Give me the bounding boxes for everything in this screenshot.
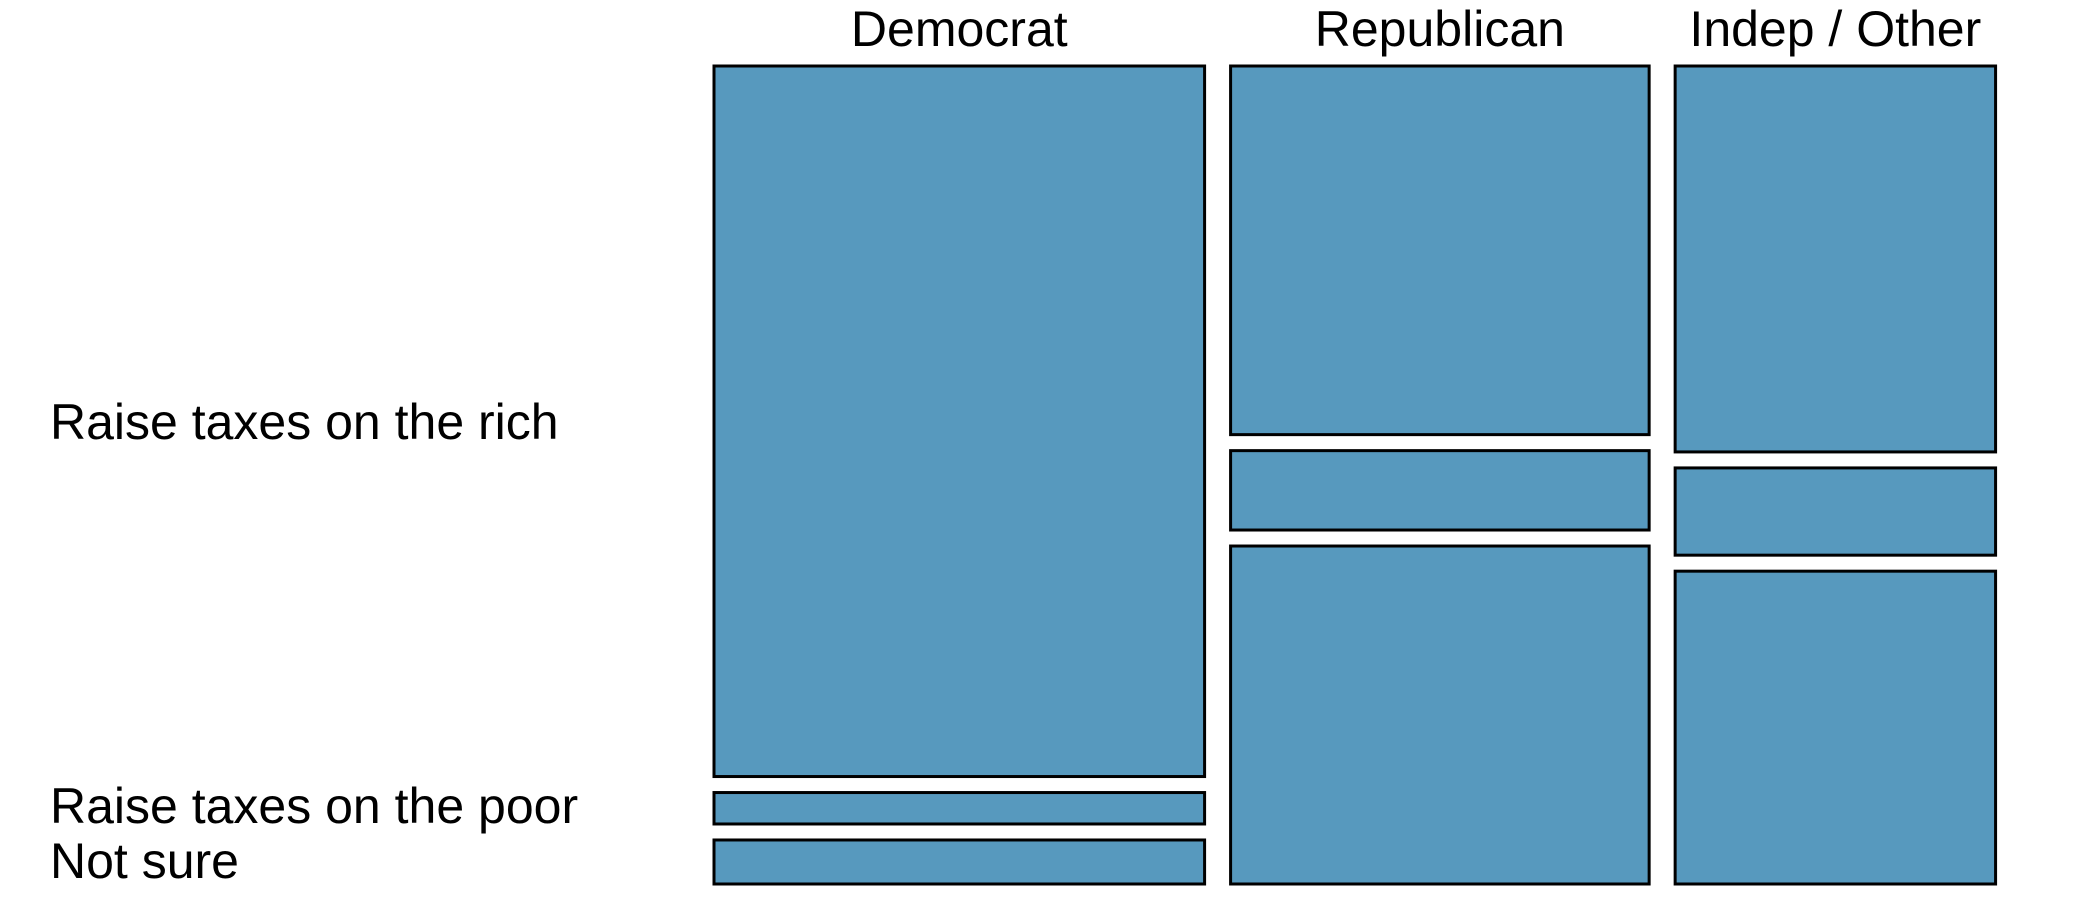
tile-indep-other-raise-taxes-on-the-poor — [1673, 466, 1998, 557]
row-labels: Raise taxes on the rich Raise taxes on th… — [50, 394, 578, 889]
tile-republican-raise-taxes-on-the-rich — [1229, 64, 1651, 437]
tile-republican-raise-taxes-on-the-poor — [1229, 449, 1651, 532]
row-label-not-sure: Not sure — [50, 833, 239, 889]
tile-democrat-raise-taxes-on-the-rich — [712, 64, 1207, 779]
column-label-indep-other: Indep / Other — [1689, 1, 1981, 57]
column-label-republican: Republican — [1315, 1, 1565, 57]
column-labels: Democrat Republican Indep / Other — [851, 1, 1981, 57]
tile-democrat-raise-taxes-on-the-poor — [712, 791, 1207, 826]
column-label-democrat: Democrat — [851, 1, 1068, 57]
mosaic-tiles — [712, 64, 1998, 886]
tile-indep-other-not-sure — [1673, 569, 1998, 886]
tile-republican-not-sure — [1229, 544, 1651, 886]
tile-democrat-not-sure — [712, 838, 1207, 886]
tile-indep-other-raise-taxes-on-the-rich — [1673, 64, 1998, 454]
row-label-raise-taxes-on-the-rich: Raise taxes on the rich — [50, 394, 559, 450]
row-label-raise-taxes-on-the-poor: Raise taxes on the poor — [50, 778, 578, 834]
